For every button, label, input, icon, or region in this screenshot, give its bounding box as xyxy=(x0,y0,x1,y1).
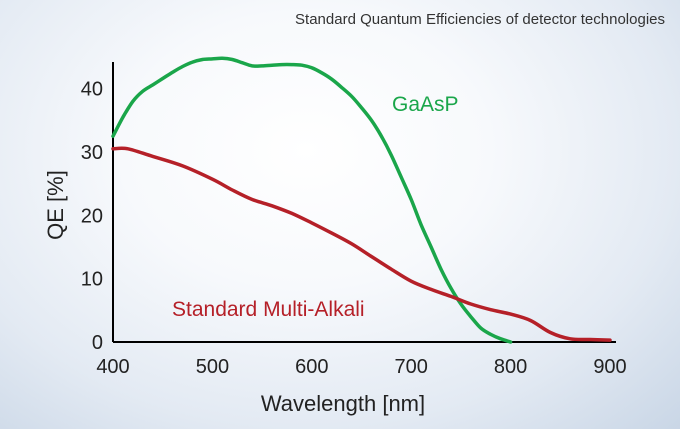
x-tick-label: 400 xyxy=(96,356,129,378)
series-label-gaasp: GaAsP xyxy=(392,93,459,116)
series-labels: GaAsP Standard Multi-Alkali xyxy=(172,93,459,321)
x-tick-labels: 400 500 600 700 800 900 xyxy=(96,356,626,378)
x-tick-label: 600 xyxy=(295,356,328,378)
x-tick-label: 500 xyxy=(196,356,229,378)
y-tick-label: 30 xyxy=(81,142,103,164)
x-tick-label: 900 xyxy=(593,356,626,378)
series-label-standard-multi-alkali: Standard Multi-Alkali xyxy=(172,298,365,321)
series-line-standard-multi-alkali xyxy=(111,146,612,342)
y-tick-label: 0 xyxy=(92,332,103,354)
x-axis-label: Wavelength [nm] xyxy=(261,391,425,416)
x-tick-label: 700 xyxy=(395,356,428,378)
series-line-gaasp xyxy=(111,56,513,344)
y-tick-labels: 0 10 20 30 40 xyxy=(81,79,103,354)
y-tick-label: 20 xyxy=(81,205,103,227)
series-layer xyxy=(111,56,612,344)
x-tick-label: 800 xyxy=(494,356,527,378)
y-axis-label: QE [%] xyxy=(43,170,68,240)
chart-title: Standard Quantum Efficiencies of detecto… xyxy=(295,11,665,28)
y-tick-label: 10 xyxy=(81,269,103,291)
y-tick-label: 40 xyxy=(81,79,103,101)
axes xyxy=(112,62,616,343)
